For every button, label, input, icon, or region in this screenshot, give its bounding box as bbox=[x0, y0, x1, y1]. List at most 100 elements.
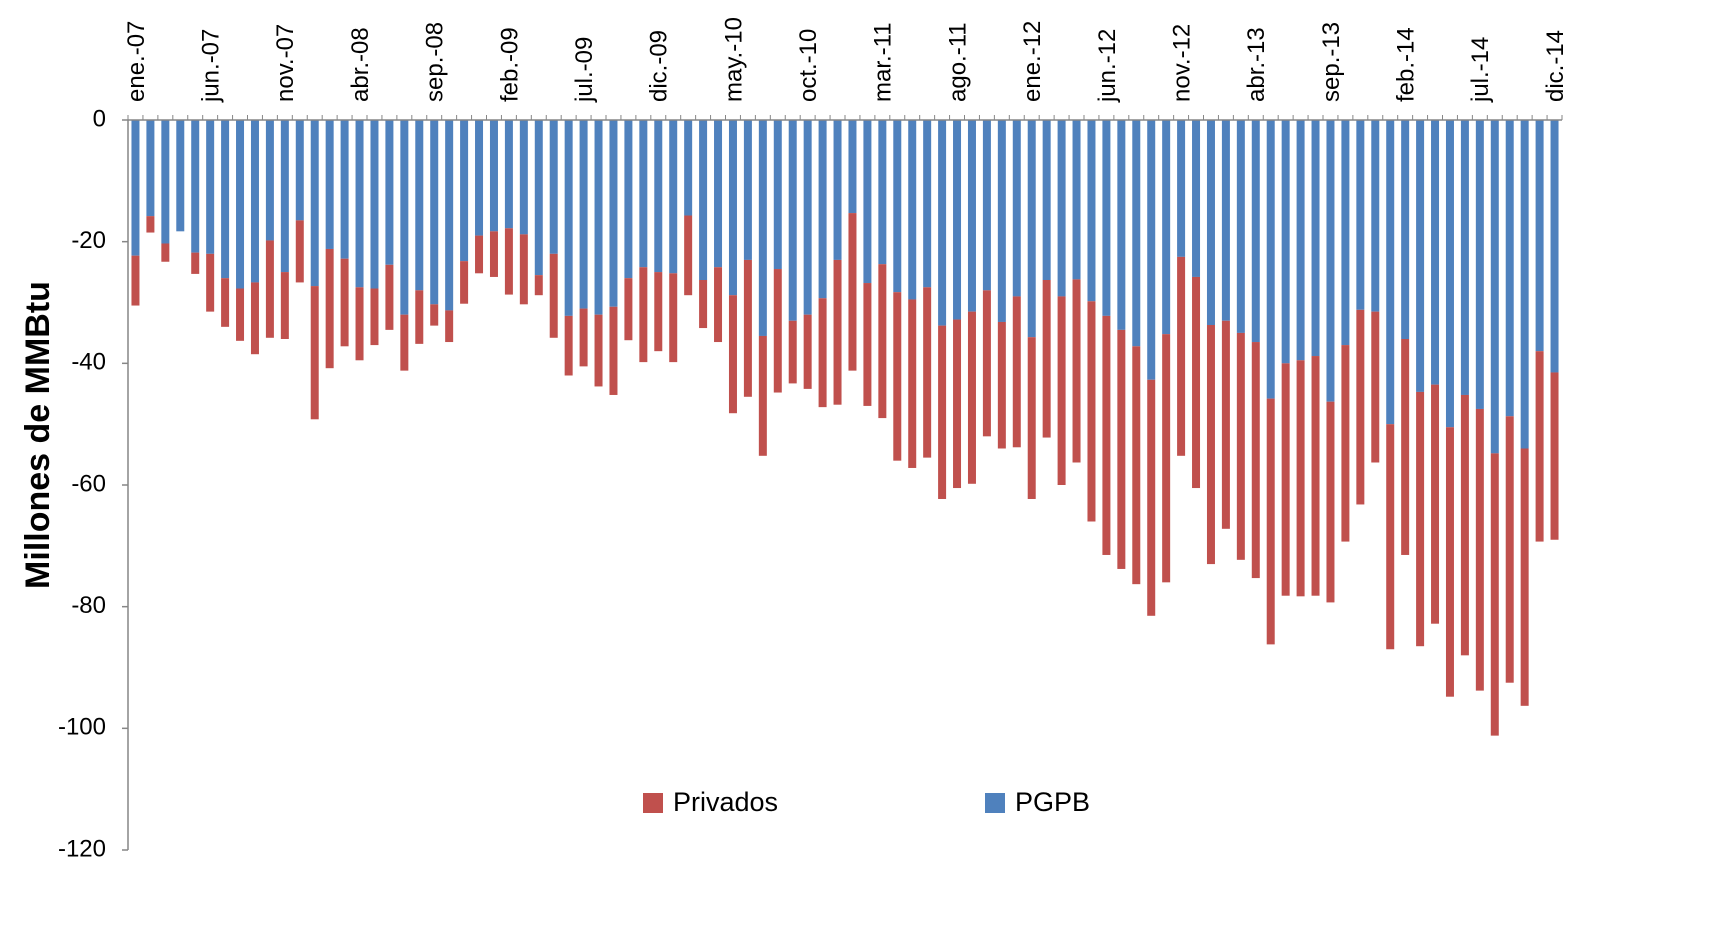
x-tick-label: abr.-08 bbox=[347, 27, 374, 102]
bar bbox=[310, 286, 319, 420]
bar bbox=[1012, 296, 1021, 448]
bar bbox=[250, 120, 259, 283]
bar bbox=[639, 267, 648, 363]
bar bbox=[863, 120, 872, 284]
bar bbox=[489, 231, 498, 277]
bar bbox=[385, 120, 394, 265]
x-tick-label: dic.-14 bbox=[1542, 30, 1569, 102]
bar bbox=[564, 315, 573, 376]
bar bbox=[743, 259, 752, 397]
bar bbox=[1296, 120, 1305, 361]
bar bbox=[1177, 256, 1186, 456]
bar bbox=[250, 282, 259, 355]
bar bbox=[1281, 120, 1290, 364]
bar bbox=[146, 216, 155, 233]
bar bbox=[519, 234, 528, 305]
bar bbox=[982, 120, 991, 291]
bar bbox=[1042, 120, 1051, 280]
y-tick-label: -60 bbox=[71, 470, 106, 497]
bar bbox=[699, 279, 708, 329]
bar bbox=[430, 304, 439, 326]
bar bbox=[878, 120, 887, 265]
bar bbox=[1102, 120, 1111, 316]
bar bbox=[1431, 120, 1440, 385]
bar bbox=[1296, 360, 1305, 597]
bar bbox=[385, 264, 394, 330]
bar bbox=[1012, 120, 1021, 297]
bar bbox=[938, 120, 947, 326]
bar bbox=[803, 120, 812, 315]
bar bbox=[1057, 120, 1066, 297]
bar bbox=[355, 287, 364, 361]
bar bbox=[997, 321, 1006, 449]
bar bbox=[773, 120, 782, 270]
bar bbox=[206, 120, 215, 254]
bar bbox=[579, 120, 588, 309]
legend-swatch bbox=[985, 793, 1005, 813]
bar bbox=[1371, 120, 1380, 312]
bar bbox=[1206, 120, 1215, 326]
bar bbox=[1072, 279, 1081, 463]
bar bbox=[1460, 394, 1469, 656]
bar bbox=[295, 120, 304, 221]
x-tick-label: sep.-13 bbox=[1318, 22, 1345, 102]
bar bbox=[1475, 408, 1484, 691]
bar bbox=[773, 269, 782, 393]
bar bbox=[1371, 311, 1380, 463]
bar bbox=[534, 120, 543, 276]
bar bbox=[1386, 120, 1395, 425]
x-tick-label: nov.-07 bbox=[272, 24, 299, 102]
bar bbox=[953, 319, 962, 489]
bar bbox=[758, 335, 767, 456]
bar bbox=[1177, 120, 1186, 257]
x-tick-label: feb.-14 bbox=[1393, 27, 1420, 102]
bar bbox=[221, 120, 230, 279]
bar bbox=[161, 120, 170, 244]
bar bbox=[818, 120, 827, 299]
bar bbox=[161, 243, 170, 262]
bar bbox=[489, 120, 498, 232]
bar bbox=[370, 288, 379, 346]
bar bbox=[1431, 384, 1440, 624]
bar bbox=[1505, 120, 1514, 417]
bar bbox=[564, 120, 573, 316]
bar bbox=[295, 220, 304, 283]
x-tick-label: feb.-09 bbox=[496, 27, 523, 102]
bar bbox=[938, 325, 947, 499]
bar bbox=[355, 120, 364, 288]
bar bbox=[684, 120, 693, 216]
x-tick-label: sep.-08 bbox=[422, 22, 449, 102]
bar bbox=[370, 120, 379, 289]
bar bbox=[146, 120, 155, 217]
bar bbox=[1042, 279, 1051, 438]
bar bbox=[265, 240, 274, 338]
bar bbox=[400, 120, 409, 315]
bar bbox=[176, 120, 185, 232]
bar bbox=[1192, 120, 1201, 277]
bar bbox=[504, 228, 513, 295]
bar bbox=[1221, 120, 1230, 321]
bar bbox=[1072, 120, 1081, 280]
bar bbox=[460, 120, 469, 262]
bar bbox=[1251, 120, 1260, 343]
bar bbox=[340, 258, 349, 347]
bar bbox=[893, 292, 902, 461]
x-tick-label: ene.-07 bbox=[123, 21, 150, 102]
bar bbox=[1117, 120, 1126, 330]
bar bbox=[475, 235, 484, 274]
bar bbox=[1550, 120, 1559, 373]
y-tick-label: -20 bbox=[71, 227, 106, 254]
x-tick-label: abr.-13 bbox=[1243, 27, 1270, 102]
bar bbox=[236, 288, 245, 341]
bar bbox=[624, 120, 633, 279]
bar bbox=[1147, 379, 1156, 616]
bar bbox=[1326, 120, 1335, 402]
bar bbox=[728, 295, 737, 414]
bar bbox=[191, 120, 200, 253]
bar bbox=[1162, 120, 1171, 335]
bar bbox=[1326, 401, 1335, 603]
bar bbox=[1475, 120, 1484, 409]
bar bbox=[908, 299, 917, 468]
bar bbox=[265, 120, 274, 241]
bar bbox=[669, 273, 678, 363]
